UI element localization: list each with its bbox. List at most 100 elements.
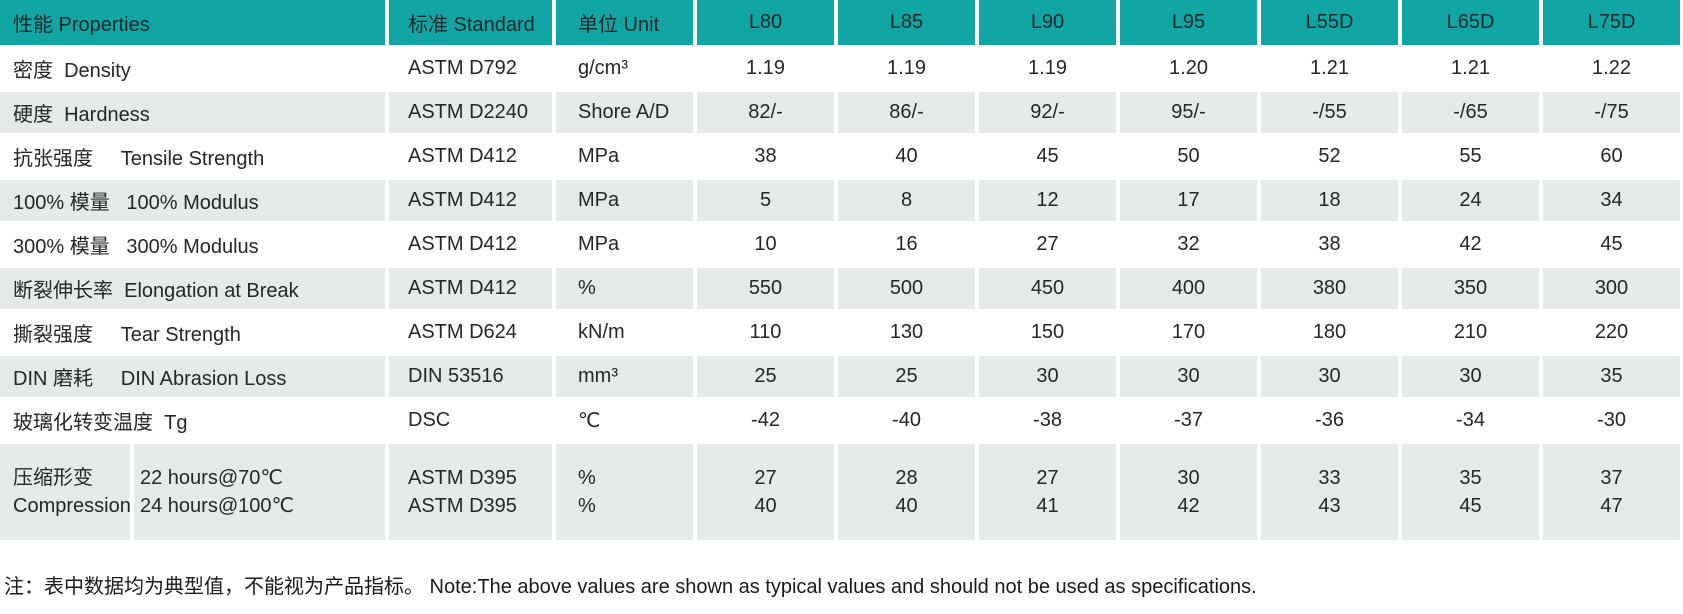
compression-condition-line: 22 hours@70℃ xyxy=(140,467,283,489)
standard-cell: DIN 53516 xyxy=(389,356,552,397)
standard-line: ASTM D395 xyxy=(408,495,517,517)
value-cell: -40 xyxy=(838,400,975,441)
compression-name-line: 压缩形变 xyxy=(13,467,93,489)
value-cell: 30 xyxy=(1261,356,1398,397)
property-cell: 100% 模量 100% Modulus xyxy=(0,180,385,221)
value-line: 40 xyxy=(754,495,777,517)
header-unit: 单位 Unit xyxy=(556,0,693,45)
value-line: 42 xyxy=(1177,495,1200,517)
value-cell: 27 xyxy=(979,224,1116,265)
value-line: 30 xyxy=(1177,467,1200,489)
value-cell: 150 xyxy=(979,312,1116,353)
property-cell: 撕裂强度 Tear Strength xyxy=(0,312,385,353)
header-standard: 标准 Standard xyxy=(389,0,552,45)
value-cell: -/75 xyxy=(1543,92,1680,133)
value-cell: -/65 xyxy=(1402,92,1539,133)
property-cell: 密度 Density xyxy=(0,48,385,89)
value-cell: 450 xyxy=(979,268,1116,309)
value-cell: 27 40 xyxy=(697,444,834,540)
value-cell: 42 xyxy=(1402,224,1539,265)
header-properties: 性能 Properties xyxy=(0,0,385,45)
value-cell: 27 41 xyxy=(979,444,1116,540)
value-cell: 32 xyxy=(1120,224,1257,265)
value-cell: 34 xyxy=(1543,180,1680,221)
value-cell: 30 xyxy=(979,356,1116,397)
property-cell: 抗张强度 Tensile Strength xyxy=(0,136,385,177)
standard-line: ASTM D395 xyxy=(408,467,517,489)
value-cell: 24 xyxy=(1402,180,1539,221)
property-cell: DIN 磨耗 DIN Abrasion Loss xyxy=(0,356,385,397)
compression-name: 压缩形变 Compression Set xyxy=(0,444,167,540)
compression-conditions: 22 hours@70℃ 24 hours@100℃ xyxy=(134,444,385,540)
header-grade-l65d: L65D xyxy=(1402,0,1539,45)
header-grade-l75d: L75D xyxy=(1543,0,1680,45)
standard-cell: ASTM D412 xyxy=(389,224,552,265)
value-line: 33 xyxy=(1318,467,1341,489)
value-cell: -30 xyxy=(1543,400,1680,441)
unit-line: % xyxy=(578,495,596,517)
value-cell: 25 xyxy=(838,356,975,397)
value-line: 43 xyxy=(1318,495,1341,517)
unit-cell: % xyxy=(556,268,693,309)
property-cell: 断裂伸长率 Elongation at Break xyxy=(0,268,385,309)
standard-cell: ASTM D412 xyxy=(389,268,552,309)
value-cell: 45 xyxy=(979,136,1116,177)
value-cell: 25 xyxy=(697,356,834,397)
value-cell: 10 xyxy=(697,224,834,265)
compression-property-cell: 压缩形变 Compression Set 22 hours@70℃ 24 hours@… xyxy=(0,444,385,540)
value-line: 45 xyxy=(1459,495,1482,517)
unit-cell: MPa xyxy=(556,136,693,177)
value-cell: 130 xyxy=(838,312,975,353)
value-cell: 170 xyxy=(1120,312,1257,353)
value-cell: 180 xyxy=(1261,312,1398,353)
header-grade-l90: L90 xyxy=(979,0,1116,45)
value-line: 27 xyxy=(754,467,777,489)
value-cell: 30 xyxy=(1120,356,1257,397)
value-cell: -34 xyxy=(1402,400,1539,441)
value-cell: 1.22 xyxy=(1543,48,1680,89)
value-cell: 12 xyxy=(979,180,1116,221)
unit-cell: MPa xyxy=(556,180,693,221)
value-cell: 18 xyxy=(1261,180,1398,221)
value-line: 28 xyxy=(895,467,918,489)
value-cell: 30 xyxy=(1402,356,1539,397)
unit-cell: Shore A/D xyxy=(556,92,693,133)
value-cell: 1.19 xyxy=(979,48,1116,89)
standard-cell: ASTM D412 xyxy=(389,180,552,221)
value-cell: -37 xyxy=(1120,400,1257,441)
value-cell: 52 xyxy=(1261,136,1398,177)
property-cell: 玻璃化转变温度 Tg xyxy=(0,400,385,441)
value-cell: 1.21 xyxy=(1402,48,1539,89)
value-cell: 300 xyxy=(1543,268,1680,309)
compression-name-line: Compression Set xyxy=(13,495,167,517)
value-cell: 60 xyxy=(1543,136,1680,177)
value-cell: 30 42 xyxy=(1120,444,1257,540)
header-grade-l55d: L55D xyxy=(1261,0,1398,45)
value-cell: 82/- xyxy=(697,92,834,133)
value-cell: 28 40 xyxy=(838,444,975,540)
value-cell: 55 xyxy=(1402,136,1539,177)
value-cell: 220 xyxy=(1543,312,1680,353)
compression-condition-line: 24 hours@100℃ xyxy=(140,495,294,517)
value-cell: 5 xyxy=(697,180,834,221)
value-cell: 16 xyxy=(838,224,975,265)
value-cell: 350 xyxy=(1402,268,1539,309)
value-cell: 86/- xyxy=(838,92,975,133)
value-line: 47 xyxy=(1600,495,1623,517)
properties-table: 性能 Properties 标准 Standard 单位 Unit L80 L85 L90… xyxy=(0,0,1680,540)
header-grade-l80: L80 xyxy=(697,0,834,45)
value-cell: 400 xyxy=(1120,268,1257,309)
value-cell: -42 xyxy=(697,400,834,441)
value-cell: 45 xyxy=(1543,224,1680,265)
value-cell: 500 xyxy=(838,268,975,309)
value-cell: 33 43 xyxy=(1261,444,1398,540)
value-cell: -38 xyxy=(979,400,1116,441)
value-cell: 550 xyxy=(697,268,834,309)
value-cell: 210 xyxy=(1402,312,1539,353)
standard-cell: ASTM D792 xyxy=(389,48,552,89)
value-line: 41 xyxy=(1036,495,1059,517)
value-cell: 110 xyxy=(697,312,834,353)
value-cell: 8 xyxy=(838,180,975,221)
datasheet-page: 性能 Properties 标准 Standard 单位 Unit L80 L85 L90… xyxy=(0,0,1680,598)
unit-line: % xyxy=(578,467,596,489)
